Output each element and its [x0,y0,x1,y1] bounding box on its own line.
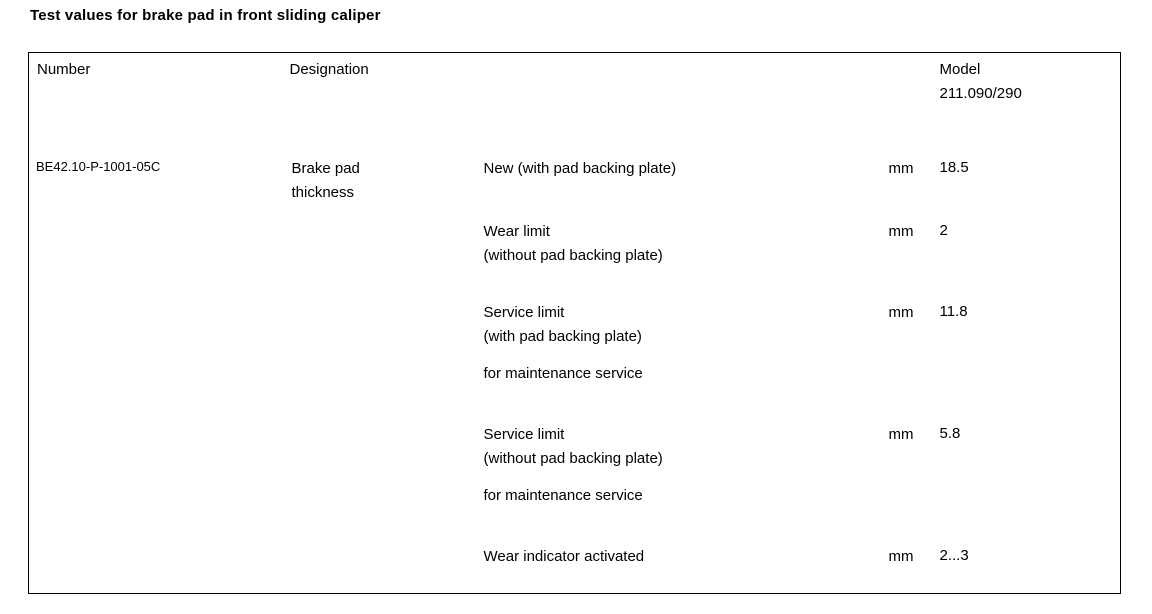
model-value-cell: 2...3 [939,546,969,564]
model-value-cell: 2 [939,221,948,239]
table-row: Wear indicator activated mm 2...3 [29,539,1121,594]
part-number-cell: BE42.10-P-1001-05C [36,158,161,174]
table-row: Service limit (without pad backing plate… [29,417,1121,539]
model-value-cell: 5.8 [939,424,961,442]
model-value-cell: 11.8 [939,302,968,320]
column-header-designation: Designation [289,61,369,78]
unit-label: mm [888,159,914,177]
table-header-row: Number Designation Model 211.090/290 [29,53,1121,151]
sub-designation-cell: Service limit (with pad backing plate) m… [478,295,930,417]
column-header-model: Model 211.090/290 [939,61,1022,102]
unit-label: mm [888,303,914,321]
sub-row-note: for maintenance service [483,364,643,382]
sub-row-label: New (with pad backing plate) [483,159,677,177]
sub-designation-cell: Wear limit (without pad backing plate) m… [478,214,930,295]
sub-row-label: Wear limit (without pad backing plate) [483,222,663,264]
table-row: Service limit (with pad backing plate) m… [29,295,1121,417]
unit-label: mm [888,547,914,565]
sub-designation-cell: Service limit (without pad backing plate… [478,417,930,539]
sub-row-note: for maintenance service [483,486,643,504]
designation-group-cell: Brake pad thickness [291,159,360,201]
sub-row-label: Service limit (without pad backing plate… [483,425,663,467]
unit-label: mm [888,425,914,443]
sub-row-label: Wear indicator activated [483,547,645,565]
sub-row-label: Service limit (with pad backing plate) [483,303,642,345]
sub-designation-cell: New (with pad backing plate) mm [478,151,930,214]
page-title: Test values for brake pad in front slidi… [30,7,381,24]
column-header-number: Number [37,61,91,78]
table-row: Wear limit (without pad backing plate) m… [29,214,1121,295]
unit-label: mm [888,222,914,240]
table-row: BE42.10-P-1001-05C Brake pad thickness N… [29,151,1121,214]
sub-designation-cell: Wear indicator activated mm [478,539,930,594]
model-value-cell: 18.5 [939,158,969,176]
test-values-table: Number Designation Model 211.090/290 BE4… [28,52,1121,594]
